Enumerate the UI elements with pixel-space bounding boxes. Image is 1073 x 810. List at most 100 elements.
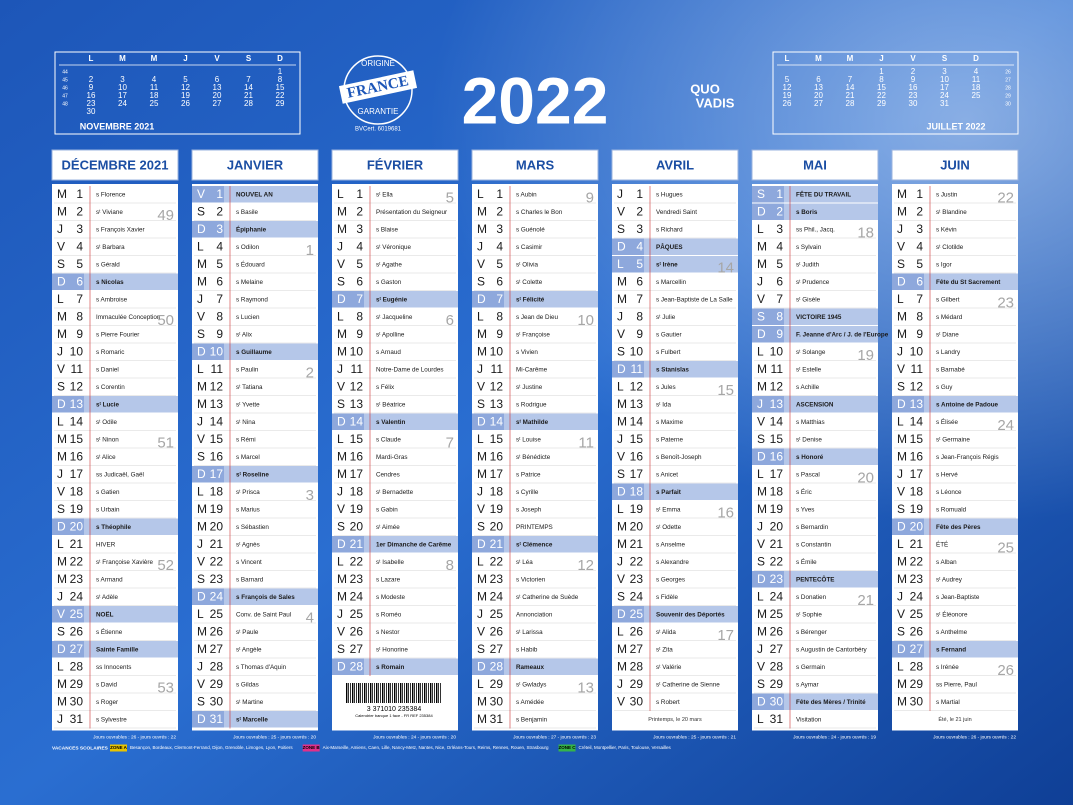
- day-number: 10: [350, 344, 364, 358]
- saint-name: s Étienne: [96, 627, 123, 636]
- saint-name: sᵗ Louise: [516, 436, 541, 443]
- day-number: 8: [636, 309, 643, 323]
- saint-name: s Casimir: [516, 244, 542, 251]
- day-number: 6: [216, 274, 223, 288]
- barcode-bar: [438, 683, 439, 703]
- weekday-letter: S: [197, 327, 205, 341]
- day-number: 20: [210, 519, 224, 533]
- day-number: 16: [770, 449, 784, 463]
- day-number: 6: [496, 274, 503, 288]
- month-footer: Jours ouvrables : 27 - jours ouvrés : 23: [513, 734, 596, 740]
- weekday-letter: L: [757, 344, 764, 358]
- mini-day: 25: [972, 91, 981, 100]
- day-number: 20: [490, 519, 504, 533]
- day-number: 4: [356, 239, 363, 253]
- weekday-letter: V: [477, 379, 485, 393]
- weekday-letter: D: [337, 414, 346, 428]
- weekday-letter: M: [617, 659, 627, 673]
- day-number: 30: [770, 694, 784, 708]
- weekday-letter: J: [57, 589, 63, 603]
- day-number: 23: [770, 572, 784, 586]
- saint-name: s Alban: [936, 559, 957, 566]
- month-body: [472, 184, 598, 731]
- saint-name: s Blaise: [376, 226, 399, 233]
- day-number: 30: [910, 694, 924, 708]
- saint-name: s Irénée: [936, 664, 959, 671]
- day-highlight-left: [332, 413, 364, 430]
- day-number: 25: [770, 607, 784, 621]
- weekday-letter: M: [57, 554, 67, 568]
- weekday-letter: D: [197, 344, 206, 358]
- mini-frame: [772, 51, 1019, 135]
- saint-name: Visitation: [796, 716, 822, 723]
- weekday-letter: M: [337, 572, 347, 586]
- day-number: 2: [216, 204, 223, 218]
- zone-badge: [558, 744, 576, 752]
- saint-name: sᵗ Gisèle: [796, 296, 821, 303]
- day-number: 10: [210, 344, 224, 358]
- barcode-bar: [362, 683, 363, 703]
- weekday-letter: M: [897, 449, 907, 463]
- day-number: 14: [910, 414, 924, 428]
- weekday-letter: M: [897, 432, 907, 446]
- weekday-letter: L: [197, 362, 204, 376]
- weekday-letter: M: [897, 572, 907, 586]
- saint-name: ss Pierre, Paul: [936, 681, 977, 688]
- day-number: 8: [496, 309, 503, 323]
- day-number: 5: [356, 257, 363, 271]
- mini-week: 46: [62, 85, 68, 91]
- day-number: 16: [210, 449, 224, 463]
- day-highlight-left: [612, 606, 644, 623]
- saint-name: s Roger: [96, 699, 118, 706]
- weekday-letter: M: [337, 344, 347, 358]
- day-number: 16: [490, 449, 504, 463]
- brand-top: QUO: [690, 81, 720, 96]
- weekday-letter: S: [197, 204, 205, 218]
- mini-day: 19: [181, 91, 190, 100]
- day-number: 5: [636, 257, 643, 271]
- week-number: 9: [586, 190, 594, 207]
- saint-name: sᵗ Alida: [656, 629, 676, 636]
- mini-day-head: L: [785, 54, 790, 63]
- weekday-letter: D: [897, 642, 906, 656]
- day-number: 17: [630, 467, 644, 481]
- weekday-letter: J: [337, 362, 343, 376]
- weekday-letter: D: [757, 327, 766, 341]
- mini-day-head: V: [214, 54, 220, 63]
- day-number: 12: [770, 379, 784, 393]
- weekday-letter: D: [57, 397, 66, 411]
- weekday-letter: J: [197, 659, 203, 673]
- weekday-letter: D: [337, 537, 346, 551]
- weekday-letter: M: [757, 379, 767, 393]
- weekday-letter: S: [617, 344, 625, 358]
- weekday-letter: J: [57, 712, 63, 726]
- mini-day-head: M: [119, 54, 126, 63]
- saint-name: sᵗ Isabelle: [376, 559, 404, 566]
- month-header: [51, 149, 179, 181]
- day-number: 30: [630, 694, 644, 708]
- day-number: 1: [916, 187, 923, 201]
- month-header: [471, 149, 599, 181]
- weekday-letter: L: [617, 257, 624, 271]
- barcode-bar: [370, 683, 372, 703]
- weekday-letter: V: [337, 257, 345, 271]
- day-highlight-left: [612, 238, 644, 255]
- day-number: 6: [356, 274, 363, 288]
- saint-name: FÊTE DU TRAVAIL: [796, 189, 851, 198]
- mini-day-head: J: [879, 54, 883, 63]
- weekday-letter: J: [337, 607, 343, 621]
- day-number: 8: [916, 309, 923, 323]
- barcode-bar: [426, 683, 427, 703]
- day-number: 11: [771, 362, 784, 376]
- weekday-letter: V: [617, 204, 625, 218]
- day-highlight-left: [892, 518, 924, 535]
- weekday-letter: D: [477, 414, 486, 428]
- weekday-letter: S: [757, 554, 765, 568]
- weekday-letter: V: [57, 239, 65, 253]
- saint-name: Fête des Pères: [936, 524, 981, 531]
- saint-name: s Nestor: [376, 629, 399, 636]
- weekday-letter: V: [197, 554, 205, 568]
- week-number: 2: [306, 365, 314, 382]
- day-number: 27: [70, 642, 84, 656]
- month-footer: Jours ouvrables : 24 - jours ouvrés : 20: [373, 734, 456, 740]
